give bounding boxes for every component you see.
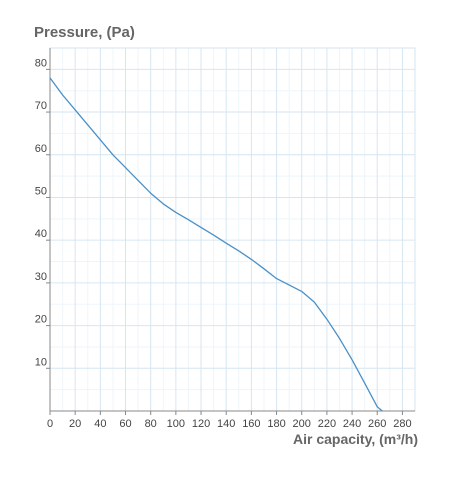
x-tick-label: 260 <box>368 418 386 430</box>
x-tick-label: 200 <box>293 418 311 430</box>
x-tick-label: 60 <box>119 418 131 430</box>
x-tick-label: 100 <box>167 418 185 430</box>
y-tick-label: 60 <box>35 143 47 155</box>
plot-border <box>49 47 416 412</box>
y-tick-label: 20 <box>35 314 47 326</box>
y-axis-title: Pressure, (Pa) <box>34 24 135 41</box>
y-tick-label: 50 <box>35 185 47 197</box>
x-tick-label: 120 <box>192 418 210 430</box>
series-line <box>49 77 383 412</box>
y-tick-label: 80 <box>35 57 47 69</box>
y-tick-label: 70 <box>35 100 47 112</box>
x-tick-label: 160 <box>242 418 260 430</box>
x-tick-label: 20 <box>69 418 81 430</box>
x-tick-label: 280 <box>393 418 411 430</box>
y-tick-label: 30 <box>35 271 47 283</box>
x-axis-title: Air capacity, (m³/h) <box>293 431 418 447</box>
x-tick-label: 180 <box>267 418 285 430</box>
x-tick-label: 240 <box>343 418 361 430</box>
y-tick-label: 40 <box>35 228 47 240</box>
y-tick-label: 10 <box>35 356 47 368</box>
x-tick-label: 80 <box>145 418 157 430</box>
x-tick-label: 40 <box>94 418 106 430</box>
x-tick-label: 220 <box>318 418 336 430</box>
x-tick-label: 0 <box>47 418 53 430</box>
x-tick-label: 140 <box>217 418 235 430</box>
